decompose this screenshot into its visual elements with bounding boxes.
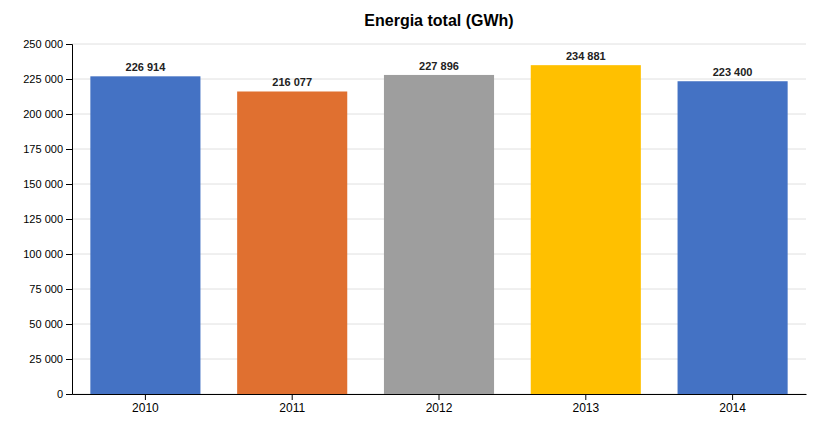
x-tick-mark <box>439 394 440 400</box>
y-tick: 75 000 <box>29 283 72 295</box>
y-tick-label: 200 000 <box>23 108 63 120</box>
bar <box>90 76 200 394</box>
y-tick-label: 150 000 <box>23 178 63 190</box>
x-tick: 2010 <box>132 394 159 415</box>
x-tick: 2014 <box>719 394 746 415</box>
y-tick: 50 000 <box>29 318 72 330</box>
x-tick-label: 2011 <box>279 401 305 415</box>
data-label: 234 881 <box>566 50 606 62</box>
y-tick-mark <box>66 289 72 290</box>
x-tick-mark <box>585 394 586 400</box>
y-tick: 25 000 <box>29 353 72 365</box>
y-tick: 200 000 <box>23 108 72 120</box>
y-tick-mark <box>66 219 72 220</box>
x-tick-mark <box>145 394 146 400</box>
data-label: 227 896 <box>419 60 459 72</box>
y-tick-label: 75 000 <box>29 283 63 295</box>
chart: 0 25 000 50 000 75 000 100 000 125 000 150 000… <box>0 0 826 430</box>
plot: 0 25 000 50 000 75 000 100 000 125 000 150 000… <box>23 38 806 415</box>
y-tick-mark <box>66 359 72 360</box>
x-tick: 2013 <box>572 394 599 415</box>
bar <box>384 75 494 394</box>
y-tick-label: 175 000 <box>23 143 63 155</box>
y-tick-label: 0 <box>57 388 63 400</box>
y-tick-label: 25 000 <box>29 353 63 365</box>
y-tick-mark <box>66 79 72 80</box>
y-tick: 125 000 <box>23 213 72 225</box>
bar <box>678 81 788 394</box>
bars <box>90 65 787 394</box>
y-tick-label: 125 000 <box>23 213 63 225</box>
x-tick-mark <box>732 394 733 400</box>
grid <box>72 44 806 394</box>
y-tick: 150 000 <box>23 178 72 190</box>
y-tick-mark <box>66 114 72 115</box>
y-tick-label: 250 000 <box>23 38 63 50</box>
x-tick: 2011 <box>279 394 305 415</box>
y-tick: 100 000 <box>23 248 72 260</box>
y-tick: 225 000 <box>23 73 72 85</box>
x-tick-label: 2010 <box>132 401 159 415</box>
y-tick: 0 <box>57 388 72 400</box>
y-tick: 175 000 <box>23 143 72 155</box>
y-tick-mark <box>66 324 72 325</box>
y-tick-mark <box>66 184 72 185</box>
y-tick-mark <box>66 394 72 395</box>
data-label: 216 077 <box>272 76 312 88</box>
y-tick: 250 000 <box>23 38 72 50</box>
y-axis-line <box>66 45 73 395</box>
y-tick-label: 50 000 <box>29 318 63 330</box>
x-tick-label: 2014 <box>719 401 746 415</box>
data-label: 226 914 <box>126 61 167 73</box>
y-tick-mark <box>66 44 72 45</box>
x-axis: 2010 2011 2012 2013 2014 <box>73 394 807 415</box>
bar <box>531 65 641 394</box>
y-tick-label: 100 000 <box>23 248 63 260</box>
y-tick-mark <box>66 254 72 255</box>
data-labels: 226 914 216 077 227 896 234 881 223 400 <box>126 50 753 88</box>
title: Energia total (GWh) <box>364 12 513 29</box>
data-label: 223 400 <box>713 66 753 78</box>
x-tick-mark <box>292 394 293 400</box>
y-tick-label: 225 000 <box>23 73 63 85</box>
x-tick: 2012 <box>426 394 453 415</box>
y-tick-mark <box>66 149 72 150</box>
x-tick-label: 2013 <box>572 401 599 415</box>
x-tick-label: 2012 <box>426 401 453 415</box>
y-axis: 0 25 000 50 000 75 000 100 000 125 000 150 000… <box>23 38 72 400</box>
bar <box>237 91 347 394</box>
grid-line <box>72 44 806 45</box>
